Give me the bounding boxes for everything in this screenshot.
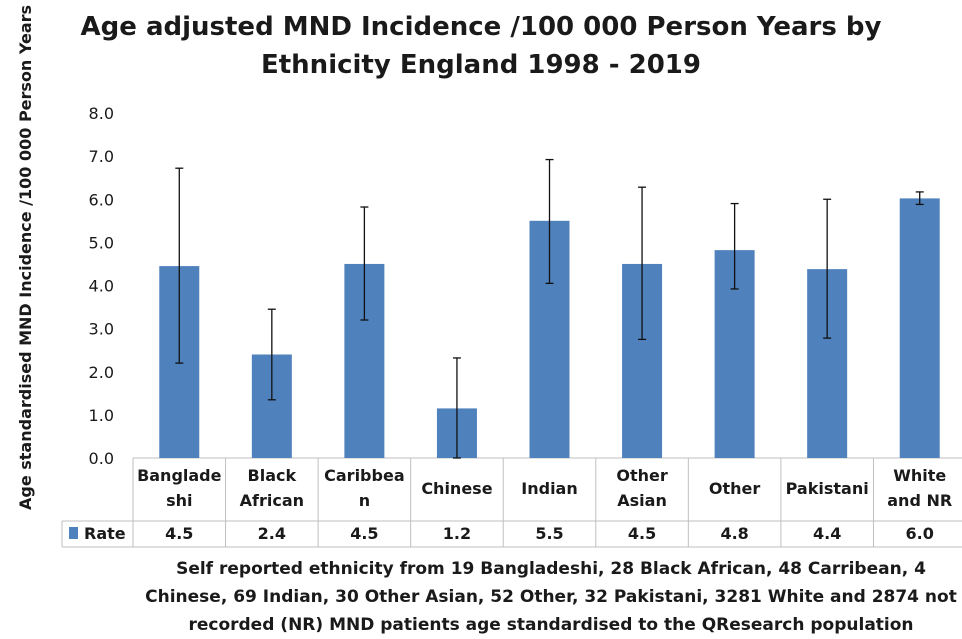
table-value: 4.8 — [720, 524, 748, 543]
legend-swatch — [69, 527, 78, 539]
x-category-label: and NR — [887, 491, 952, 510]
chart-title: Age adjusted MND Incidence /100 000 Pers… — [80, 12, 882, 80]
table-value: 4.5 — [350, 524, 378, 543]
table-value: 6.0 — [906, 524, 934, 543]
x-category-label: n — [359, 491, 370, 510]
bar — [899, 198, 940, 458]
x-category-label: Banglade — [137, 466, 222, 485]
table-value: 4.5 — [628, 524, 656, 543]
x-category-label: Indian — [521, 479, 577, 498]
y-tick-label: 1.0 — [89, 406, 114, 425]
legend-label: Rate — [84, 524, 126, 543]
x-category-label: Caribbea — [324, 466, 404, 485]
table-value: 2.4 — [258, 524, 286, 543]
x-category-label: White — [893, 466, 946, 485]
x-category-label: shi — [166, 491, 192, 510]
x-category-label: Black — [248, 466, 297, 485]
x-category-label: Other — [709, 479, 760, 498]
y-tick-label: 8.0 — [89, 104, 114, 123]
x-category-label: African — [240, 491, 304, 510]
y-tick-label: 6.0 — [89, 190, 114, 209]
y-tick-label: 5.0 — [89, 233, 114, 252]
y-tick-label: 7.0 — [89, 147, 114, 166]
y-tick-label: 0.0 — [89, 449, 114, 468]
x-category-label: Other — [616, 466, 667, 485]
table-value: 4.5 — [165, 524, 193, 543]
table-value: 1.2 — [443, 524, 471, 543]
table-value: 5.5 — [535, 524, 563, 543]
y-tick-label: 2.0 — [89, 363, 114, 382]
x-axis-label: Self reported ethnicity from 19 Banglade… — [145, 559, 957, 635]
x-category-label: Asian — [617, 491, 667, 510]
y-tick-label: 4.0 — [89, 277, 114, 296]
y-tick-label: 3.0 — [89, 320, 114, 339]
bar-chart: 0.0 1.0 2.0 3.0 4.0 5.0 6.0 7.0 8.0 Rate Banglade s… — [61, 104, 962, 548]
table-value: 4.4 — [813, 524, 841, 543]
x-category-label: Pakistani — [786, 479, 869, 498]
x-category-label: Chinese — [421, 479, 492, 498]
